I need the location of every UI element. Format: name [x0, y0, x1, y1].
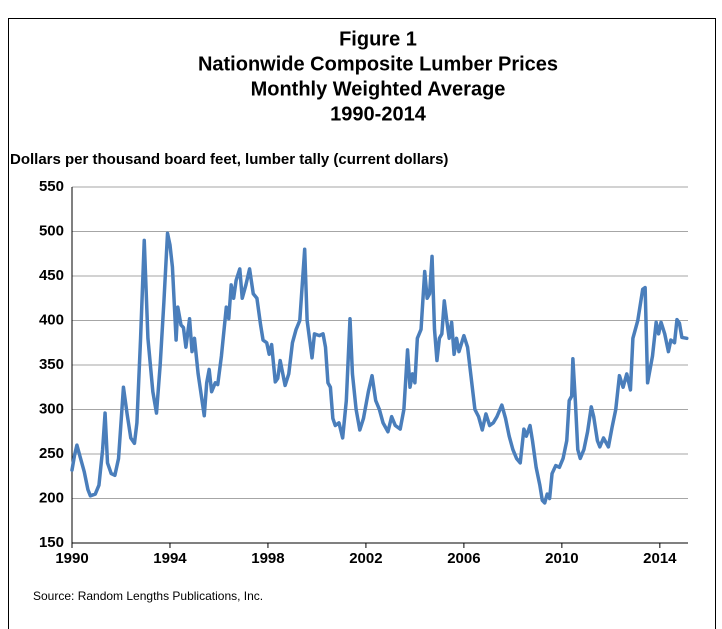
y-tick-label: 250 [39, 445, 64, 462]
x-tick-label: 2014 [643, 550, 677, 567]
x-tick-label: 2010 [545, 550, 578, 567]
y-tick-label: 150 [39, 534, 64, 551]
source-note: Source: Random Lengths Publications, Inc… [33, 589, 263, 603]
price-line [70, 231, 689, 505]
x-tick-label: 2006 [447, 550, 480, 567]
chart-title: 1990-2014 [330, 103, 427, 125]
y-tick-label: 350 [39, 356, 64, 373]
x-tick-label: 1990 [55, 550, 88, 567]
y-tick-label: 500 [39, 222, 64, 239]
x-tick-label: 2002 [349, 550, 382, 567]
y-tick-label: 400 [39, 311, 64, 328]
y-axis-label: Dollars per thousand board feet, lumber … [10, 151, 448, 168]
y-tick-label: 300 [39, 400, 64, 417]
chart-title: Figure 1 [339, 28, 417, 50]
y-tick-label: 550 [39, 178, 64, 195]
x-tick-label: 1994 [153, 550, 187, 567]
chart-title: Nationwide Composite Lumber Prices [198, 53, 558, 75]
x-tick-label: 1998 [251, 550, 284, 567]
chart-title: Monthly Weighted Average [251, 78, 506, 100]
frame [8, 18, 716, 629]
y-tick-label: 450 [39, 267, 64, 284]
y-tick-label: 200 [39, 489, 64, 506]
